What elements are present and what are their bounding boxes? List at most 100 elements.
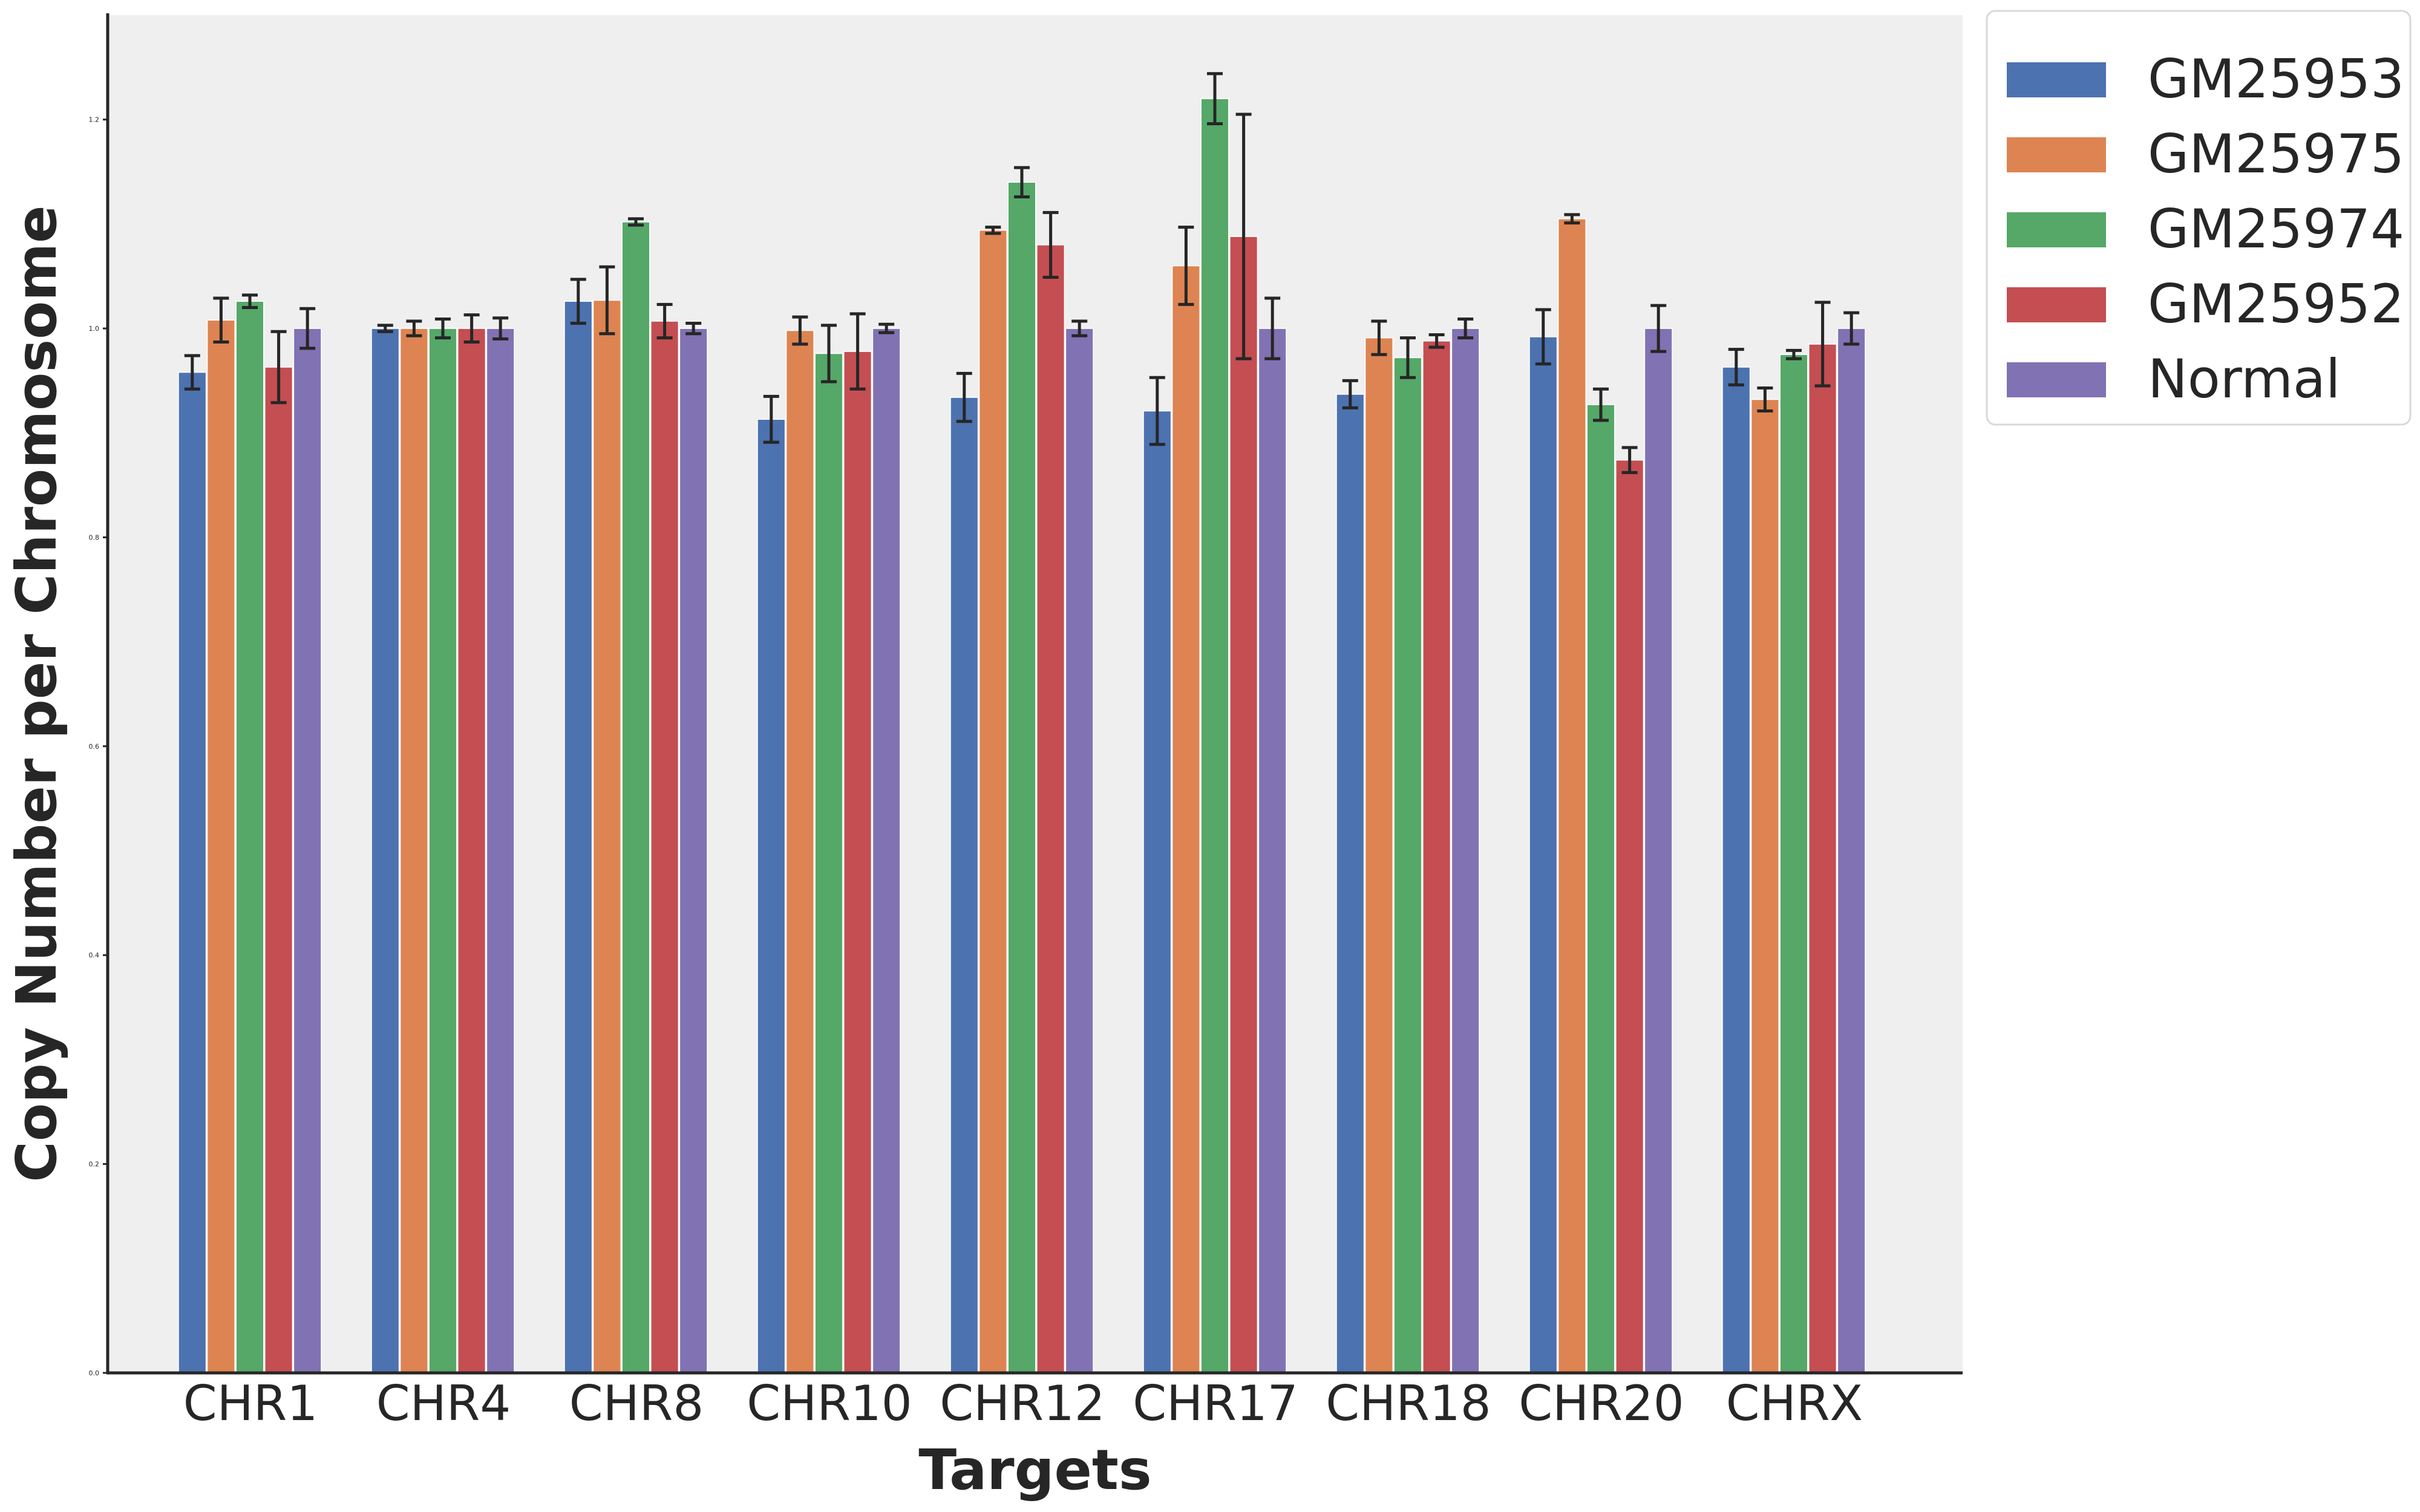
error-bar-GM25975-CHR4: [406, 319, 422, 337]
bar-GM25952-CHR4: [457, 328, 486, 1374]
bar-GM25975-CHR1: [206, 319, 235, 1374]
bar-Normal-CHR12: [1065, 328, 1094, 1374]
error-bar-GM25953-CHR17: [1149, 376, 1165, 446]
bar-GM25975-CHR17: [1171, 265, 1200, 1374]
bar-GM25975-CHR20: [1557, 218, 1586, 1374]
error-bar-Normal-CHR12: [1071, 319, 1088, 337]
bar-Normal-CHR10: [872, 328, 901, 1374]
bar-GM25953-CHR1: [178, 371, 207, 1374]
error-bar-GM25974-CHR12: [1014, 166, 1030, 198]
bar-GM25975-CHRX: [1750, 399, 1779, 1374]
bar-GM25975-CHR8: [592, 299, 621, 1374]
error-bar-Normal-CHR4: [492, 316, 509, 341]
bar-GM25952-CHR1: [264, 367, 293, 1374]
bar-GM25953-CHR18: [1336, 394, 1365, 1374]
bar-GM25953-CHR4: [371, 328, 400, 1374]
error-bar-GM25953-CHR12: [956, 371, 972, 423]
error-bar-Normal-CHR17: [1264, 296, 1281, 360]
bar-Normal-CHR18: [1451, 328, 1480, 1374]
error-bar-GM25952-CHRX: [1814, 301, 1831, 388]
error-bar-GM25952-CHR10: [849, 312, 866, 391]
error-bar-GM25975-CHR1: [213, 296, 229, 344]
bar-GM25952-CHR18: [1422, 341, 1451, 1374]
bar-GM25974-CHR18: [1393, 357, 1422, 1374]
error-bar-GM25953-CHR18: [1342, 379, 1358, 409]
bar-GM25975-CHR12: [978, 229, 1007, 1374]
legend-swatch-GM25952: [2007, 287, 2106, 322]
x-tick-label: CHR18: [1326, 1375, 1491, 1432]
bar-GM25953-CHR8: [564, 301, 593, 1374]
y-tick-label: 1.0: [89, 325, 100, 333]
error-bar-Normal-CHR20: [1650, 304, 1667, 353]
x-tick-label: CHR4: [376, 1375, 511, 1432]
bar-GM25974-CHR1: [235, 301, 264, 1374]
bar-Normal-CHR17: [1258, 328, 1287, 1374]
error-bar-GM25974-CHR10: [821, 324, 837, 383]
bar-Normal-CHR20: [1644, 328, 1673, 1374]
error-bar-GM25953-CHR10: [763, 394, 779, 444]
bar-GM25952-CHR8: [650, 321, 679, 1374]
bar-GM25975-CHR10: [785, 330, 814, 1374]
bar-GM25974-CHR12: [1007, 181, 1036, 1374]
error-bar-GM25953-CHR8: [570, 278, 586, 325]
error-bar-GM25952-CHR12: [1042, 210, 1059, 279]
legend-swatch-GM25953: [2007, 62, 2106, 97]
bar-GM25974-CHR8: [621, 221, 650, 1374]
error-bar-GM25975-CHR20: [1564, 213, 1580, 225]
bar-GM25952-CHRX: [1808, 344, 1837, 1374]
x-tick-label: CHR12: [940, 1375, 1105, 1432]
error-bar-GM25974-CHRX: [1786, 348, 1802, 360]
y-tick-label: 0.4: [89, 951, 100, 959]
bar-GM25975-CHR4: [399, 328, 428, 1374]
error-bar-GM25952-CHR20: [1621, 446, 1638, 474]
bar-Normal-CHR1: [293, 328, 322, 1374]
legend-label-GM25952: GM25952: [2148, 273, 2404, 335]
bar-GM25974-CHR17: [1200, 98, 1229, 1374]
error-bar-GM25974-CHR4: [435, 318, 451, 340]
x-axis-title: Targets: [918, 1438, 1151, 1502]
x-tick-label: CHR17: [1133, 1375, 1298, 1432]
error-bar-GM25952-CHR18: [1428, 333, 1445, 349]
error-bar-Normal-CHRX: [1843, 311, 1860, 346]
bar-Normal-CHRX: [1837, 328, 1866, 1374]
error-bar-GM25952-CHR17: [1235, 112, 1252, 360]
x-tick-label: CHRX: [1726, 1375, 1863, 1432]
error-bar-Normal-CHR18: [1457, 318, 1474, 340]
error-bar-GM25953-CHR1: [184, 354, 200, 391]
y-tick-label: 0.6: [89, 743, 100, 751]
y-tick-label: 0.2: [89, 1161, 100, 1168]
bar-GM25952-CHR20: [1615, 459, 1644, 1374]
legend: GM25953 GM25975 GM25974 GM25952 Normal: [1986, 10, 2412, 426]
bar-GM25952-CHR12: [1036, 244, 1065, 1374]
error-bar-GM25953-CHRX: [1728, 348, 1744, 386]
bar-Normal-CHR4: [486, 328, 515, 1374]
error-bar-GM25952-CHR4: [463, 313, 480, 344]
error-bar-GM25974-CHR8: [628, 217, 644, 227]
legend-label-Normal: Normal: [2148, 348, 2340, 410]
legend-swatch-GM25975: [2007, 137, 2106, 172]
error-bar-GM25974-CHR17: [1207, 72, 1223, 126]
bar-GM25953-CHR17: [1143, 410, 1172, 1374]
error-bar-GM25974-CHR20: [1593, 387, 1609, 422]
legend-label-GM25974: GM25974: [2148, 198, 2404, 260]
x-tick-label: CHR1: [183, 1375, 318, 1432]
bar-GM25952-CHR10: [843, 351, 872, 1374]
legend-swatch-Normal: [2007, 362, 2106, 397]
error-bars-layer: [184, 72, 1860, 474]
x-tick-label: CHR20: [1519, 1375, 1684, 1432]
bar-GM25975-CHR18: [1364, 337, 1393, 1374]
legend-swatch-GM25974: [2007, 212, 2106, 247]
error-bar-GM25974-CHR18: [1400, 336, 1416, 379]
error-bar-GM25975-CHRX: [1757, 386, 1773, 413]
error-bar-GM25975-CHR10: [792, 315, 808, 346]
error-bar-Normal-CHR8: [685, 321, 702, 336]
error-bar-GM25953-CHR20: [1535, 308, 1551, 366]
error-bar-Normal-CHR10: [878, 322, 895, 334]
legend-label-GM25975: GM25975: [2148, 123, 2404, 185]
error-bar-GM25952-CHR1: [270, 330, 287, 405]
y-tick-label: 0.8: [89, 533, 100, 541]
error-bar-Normal-CHR1: [299, 307, 316, 350]
legend-label-GM25953: GM25953: [2148, 48, 2404, 110]
bar-GM25974-CHR20: [1586, 404, 1615, 1374]
